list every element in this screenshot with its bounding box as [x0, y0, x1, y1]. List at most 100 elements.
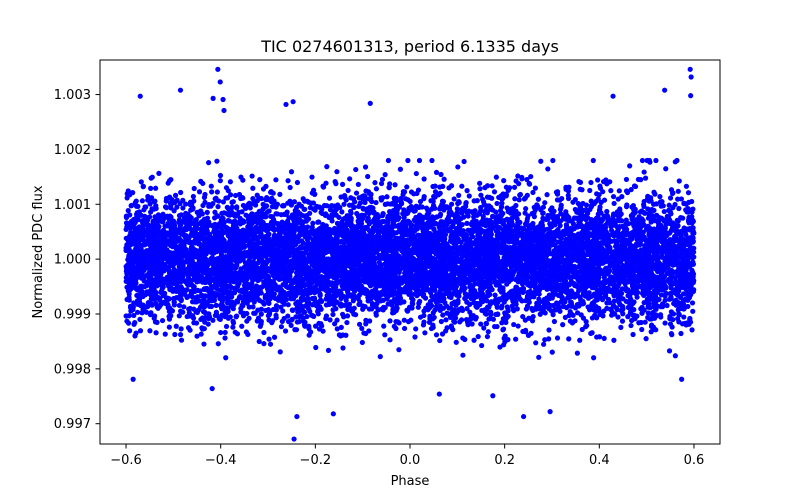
data-point — [438, 171, 444, 178]
data-point — [661, 208, 667, 215]
data-point — [591, 355, 597, 361]
data-point — [363, 188, 369, 194]
data-point — [423, 205, 430, 211]
data-point — [293, 327, 300, 333]
data-point — [172, 331, 178, 338]
data-point — [215, 341, 221, 347]
data-point — [137, 316, 143, 322]
data-point — [209, 189, 215, 195]
data-point — [594, 191, 600, 197]
data-point — [642, 175, 649, 181]
data-point — [432, 183, 438, 189]
data-point — [198, 178, 204, 184]
data-point — [271, 334, 278, 340]
data-point — [206, 160, 212, 166]
data-point — [538, 158, 544, 164]
data-point — [464, 188, 470, 194]
data-point — [131, 312, 137, 319]
data-point — [522, 221, 529, 227]
data-point — [659, 199, 665, 205]
data-points — [123, 66, 697, 442]
data-point — [456, 199, 462, 206]
data-point — [478, 192, 484, 198]
data-point — [639, 157, 646, 164]
data-point — [345, 187, 351, 194]
data-point — [535, 196, 542, 202]
data-point — [138, 179, 144, 185]
data-point — [249, 173, 255, 179]
data-point — [572, 318, 578, 324]
data-point — [162, 204, 169, 210]
data-point — [142, 204, 148, 210]
data-point — [397, 166, 404, 172]
data-point — [162, 331, 168, 337]
data-point — [204, 209, 210, 215]
data-point — [222, 335, 228, 341]
data-point — [459, 183, 465, 189]
data-point — [441, 176, 447, 182]
data-point — [530, 189, 536, 196]
data-point — [437, 190, 443, 196]
data-point — [196, 189, 203, 195]
data-point — [156, 223, 162, 230]
data-point — [330, 311, 336, 318]
data-point — [201, 194, 208, 200]
data-point — [173, 323, 179, 329]
data-point — [623, 176, 630, 183]
data-point — [285, 178, 291, 184]
data-point — [277, 191, 283, 197]
data-point — [268, 188, 274, 195]
data-point — [557, 206, 564, 213]
data-point — [433, 169, 440, 176]
data-point — [124, 318, 130, 324]
data-point — [460, 352, 466, 358]
data-point — [139, 198, 145, 204]
data-point — [382, 332, 388, 338]
data-point — [558, 299, 564, 305]
data-point — [471, 337, 477, 343]
data-point — [194, 309, 200, 316]
data-point — [261, 329, 267, 336]
data-point — [549, 295, 555, 301]
data-point — [667, 313, 673, 320]
data-point — [516, 197, 522, 203]
data-point — [577, 179, 584, 185]
data-point — [669, 332, 675, 338]
data-point — [611, 337, 617, 343]
data-point — [648, 323, 655, 330]
data-point — [595, 177, 601, 183]
data-point — [653, 306, 659, 312]
data-point — [250, 196, 256, 202]
data-point — [658, 314, 664, 320]
data-point — [501, 178, 507, 184]
data-point — [222, 329, 228, 336]
data-point — [579, 326, 585, 333]
data-point — [492, 292, 498, 298]
data-point — [503, 319, 509, 326]
data-point — [661, 255, 667, 262]
data-point — [227, 179, 233, 185]
data-point — [532, 185, 538, 191]
data-point — [288, 322, 294, 329]
data-point — [344, 319, 350, 326]
data-point — [493, 174, 499, 180]
data-point — [287, 198, 293, 204]
data-point — [234, 331, 241, 337]
data-point — [277, 349, 283, 355]
data-point — [477, 186, 483, 192]
data-point — [542, 200, 548, 206]
data-point — [172, 192, 179, 198]
data-point — [523, 327, 529, 333]
data-point — [320, 184, 327, 190]
data-point — [471, 214, 477, 220]
data-point — [208, 183, 214, 189]
data-point — [601, 335, 607, 342]
data-point — [294, 179, 301, 186]
data-point — [433, 332, 440, 338]
data-point — [416, 157, 423, 164]
data-point — [239, 323, 245, 329]
data-point — [213, 302, 219, 308]
data-point — [443, 317, 449, 323]
